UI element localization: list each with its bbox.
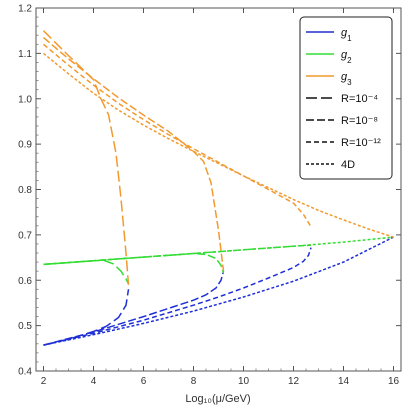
- legend-label: R=10⁻⁴: [341, 93, 378, 105]
- series-line-g2-medium: [43, 252, 225, 274]
- series-line-g1-medium: [43, 271, 225, 346]
- series-line-g3-tiny: [43, 52, 394, 238]
- x-tick-label: 10: [238, 376, 250, 387]
- y-tick-label: 0.7: [18, 230, 32, 241]
- y-tick-label: 1.1: [18, 49, 32, 60]
- series-line-g1-tiny: [43, 236, 394, 346]
- legend-label: R=10⁻⁸: [341, 115, 378, 127]
- series-line-g3-long: [42, 30, 130, 285]
- y-tick-label: 1.0: [18, 94, 32, 105]
- x-tick-label: 2: [41, 376, 47, 387]
- y-tick-label: 0.4: [18, 367, 32, 378]
- series-line-g3-medium: [43, 36, 225, 272]
- axis-ticks: 2 4 6 8 10 12 14 16 0.4 0.5 0.6 0.7 0.8 0.9 1.0 1.1 1.2: [18, 4, 401, 387]
- y-tick-label: 0.5: [18, 321, 32, 332]
- series-line-g1-long: [43, 289, 130, 346]
- x-tick-label: 8: [191, 376, 197, 387]
- series-line-g2-long: [43, 259, 130, 285]
- series-line-g3-short: [43, 43, 312, 228]
- y-tick-label: 0.9: [18, 140, 32, 151]
- x-tick-label: 4: [91, 376, 97, 387]
- y-tick-label: 0.8: [18, 185, 32, 196]
- legend-label: g3: [341, 71, 352, 87]
- series-line-g1-short: [43, 247, 312, 346]
- x-tick-label: 6: [141, 376, 147, 387]
- legend-label: g2: [341, 49, 352, 65]
- series-lines: [42, 30, 394, 346]
- x-tick-label: 14: [338, 376, 350, 387]
- y-tick-label: 0.6: [18, 276, 32, 287]
- x-axis-title: Log₁₀(μ/GeV): [185, 393, 250, 405]
- series-line-g2-tiny: [43, 236, 394, 266]
- legend-box: [299, 16, 393, 180]
- legend-label: 4D: [341, 159, 355, 171]
- legend-label: g1: [341, 27, 352, 43]
- x-tick-label: 12: [288, 376, 300, 387]
- x-tick-label: 16: [388, 376, 400, 387]
- legend: g1 g2 g3 R=10⁻⁴ R=10⁻⁸ R=10⁻¹² 4D: [299, 16, 393, 180]
- y-tick-label: 1.2: [18, 4, 32, 15]
- legend-label: R=10⁻¹²: [341, 137, 381, 149]
